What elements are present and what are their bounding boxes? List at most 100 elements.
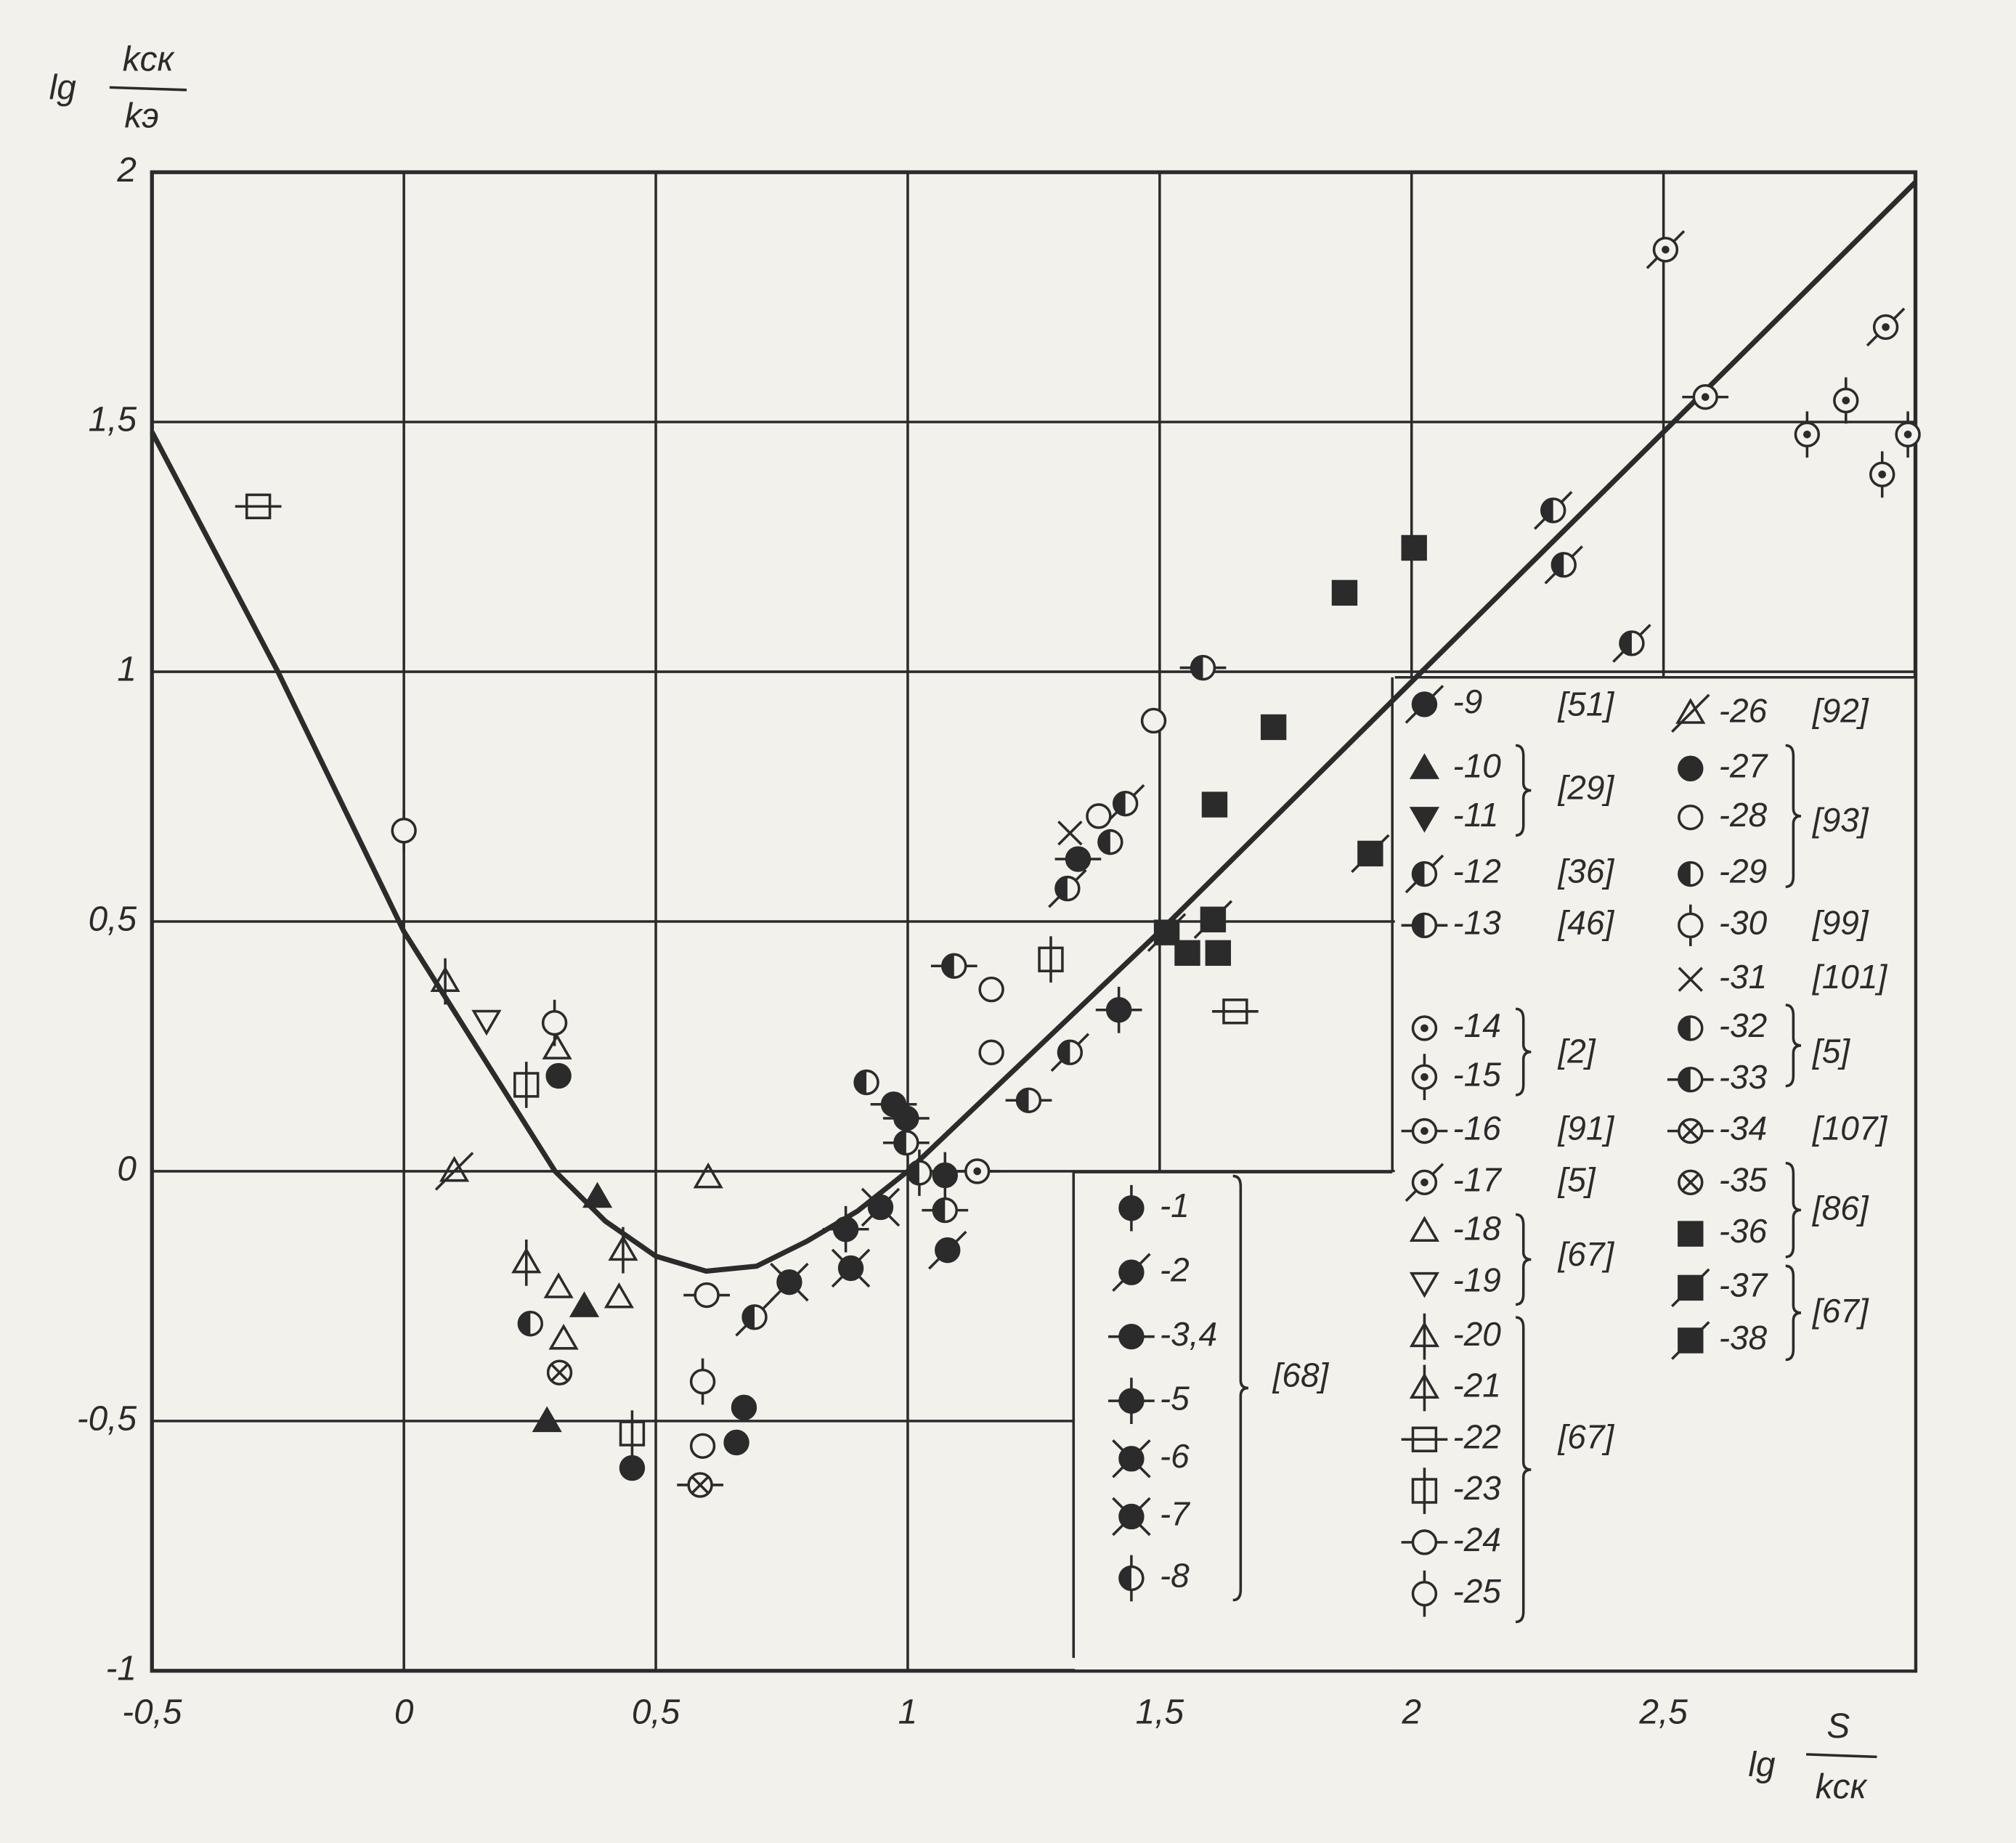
marker-square xyxy=(1678,1274,1704,1301)
legend-marker xyxy=(1678,755,1704,782)
legend-label: -1 xyxy=(1160,1187,1190,1224)
legend-label: -7 xyxy=(1160,1495,1190,1533)
marker-triangle xyxy=(532,1406,562,1433)
legend-label: -2 xyxy=(1160,1250,1190,1288)
data-point xyxy=(932,1152,958,1199)
marker-dot xyxy=(1420,1073,1428,1081)
marker-circle xyxy=(731,1394,757,1421)
data-point xyxy=(511,1239,542,1286)
data-point xyxy=(1054,846,1102,872)
data-point xyxy=(723,1429,749,1456)
legend-brace xyxy=(1785,1264,1802,1362)
data-point xyxy=(541,999,568,1046)
legend-brace xyxy=(1515,744,1532,837)
marker-circle xyxy=(1118,1503,1145,1530)
data-point xyxy=(1351,834,1390,874)
marker-half xyxy=(1413,914,1425,937)
data-point xyxy=(677,1472,723,1498)
marker-circle xyxy=(689,1368,716,1395)
fraction-bar xyxy=(1806,1753,1877,1759)
marker-half xyxy=(942,954,954,978)
y-tick-label: -0,5 xyxy=(77,1400,137,1439)
marker-circle xyxy=(776,1269,802,1295)
marker-half xyxy=(933,1198,946,1222)
data-point xyxy=(1869,451,1895,498)
legend-label: -36 xyxy=(1719,1212,1768,1250)
marker-triangle xyxy=(1409,753,1440,779)
marker-triangle xyxy=(543,1272,574,1298)
data-point xyxy=(1105,784,1145,823)
legend-label: -21 xyxy=(1452,1367,1500,1404)
data-point xyxy=(1050,1033,1090,1072)
marker-circle xyxy=(1411,691,1438,717)
y-tick-label: 0 xyxy=(117,1150,137,1189)
data-point xyxy=(1147,913,1187,952)
marker-square xyxy=(1205,940,1232,967)
x-tick-label: 0 xyxy=(394,1693,414,1732)
reference-label: [67] xyxy=(1812,1292,1869,1330)
legend-marker xyxy=(1405,685,1444,724)
marker-square xyxy=(1678,1221,1704,1247)
legend-label: -23 xyxy=(1452,1469,1501,1507)
data-point xyxy=(978,1039,1004,1065)
legend-marker xyxy=(1678,1169,1704,1195)
legend-marker xyxy=(1409,1313,1440,1360)
data-point xyxy=(1612,624,1651,663)
marker-triangle xyxy=(1675,698,1706,724)
legend-marker xyxy=(1409,1216,1440,1242)
marker-half xyxy=(1098,830,1110,854)
plot-frame xyxy=(150,170,1918,1673)
data-point xyxy=(1140,707,1167,734)
data-point xyxy=(1682,384,1729,410)
legend-label: -8 xyxy=(1160,1557,1190,1595)
x-label-prefix: lg xyxy=(1748,1746,1776,1784)
marker-half xyxy=(1055,876,1068,900)
legend-label: -16 xyxy=(1452,1110,1501,1147)
marker-triangle xyxy=(548,1324,579,1350)
marker-triangle xyxy=(1409,1321,1440,1348)
data-point xyxy=(582,1181,613,1208)
data-point xyxy=(430,958,460,1005)
data-point xyxy=(861,1187,901,1227)
y-label-numerator: kск xyxy=(123,41,176,79)
marker-half xyxy=(1058,1041,1070,1065)
data-point xyxy=(1174,940,1200,967)
data-point xyxy=(922,1197,969,1224)
legend-label: -29 xyxy=(1719,853,1767,890)
marker-square xyxy=(1357,840,1383,867)
marker-square xyxy=(1153,919,1180,945)
marker-triangle xyxy=(569,1291,600,1317)
legend-marker xyxy=(1678,904,1704,946)
legend-label: -3,4 xyxy=(1160,1315,1217,1353)
legend-marker xyxy=(1409,753,1440,779)
legend-label: -28 xyxy=(1719,796,1768,834)
legend-marker xyxy=(1409,1364,1440,1412)
data-point xyxy=(930,953,977,979)
legend-marker xyxy=(1671,1321,1710,1360)
x-tick-label: -0,5 xyxy=(122,1693,182,1732)
marker-square xyxy=(1174,940,1200,967)
marker-circle xyxy=(1118,1323,1145,1350)
data-point xyxy=(906,1150,932,1196)
data-point xyxy=(822,1205,869,1253)
marker-circle xyxy=(1678,804,1704,831)
legend-label: -30 xyxy=(1719,903,1768,941)
legend-marker xyxy=(1118,1184,1145,1232)
marker-circle xyxy=(1678,755,1704,782)
fit-curve xyxy=(150,180,1918,1274)
marker-dot xyxy=(1420,1024,1428,1033)
reference-label: [93] xyxy=(1812,801,1869,839)
marker-half xyxy=(1017,1089,1029,1112)
reference-label: [68] xyxy=(1272,1356,1330,1394)
data-point xyxy=(883,1105,930,1131)
legend-marker xyxy=(1401,1426,1448,1452)
reference-label: [5] xyxy=(1558,1160,1596,1198)
y-axis-label: lg kск kэ xyxy=(49,41,187,135)
data-point xyxy=(1833,377,1859,424)
marker-dot xyxy=(1882,323,1890,331)
data-point xyxy=(619,1455,646,1481)
data-point xyxy=(693,1162,723,1189)
marker-square xyxy=(513,1072,540,1098)
reference-label: [51] xyxy=(1558,685,1615,723)
